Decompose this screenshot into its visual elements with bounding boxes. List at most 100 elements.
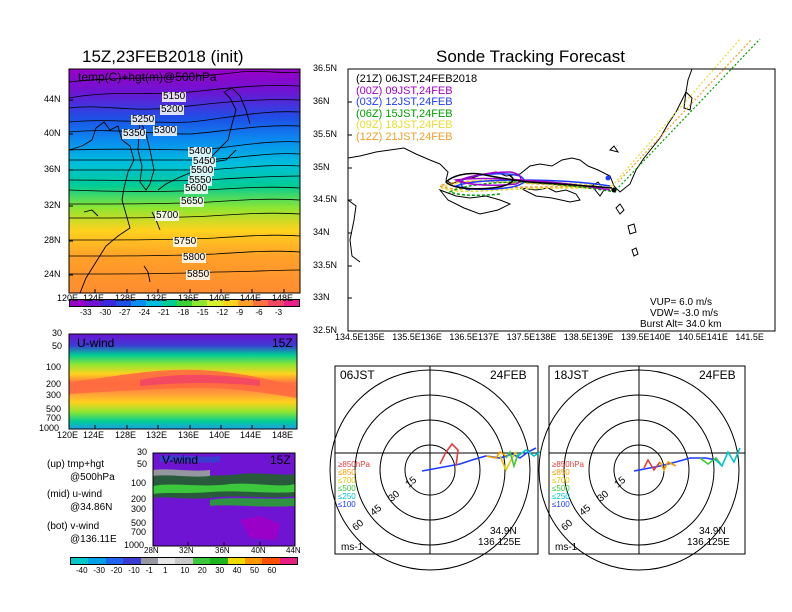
run-legend-item: (00Z) 09JST,24FEB: [356, 84, 453, 97]
contour-label: 5750: [173, 236, 198, 247]
note-value: @34.86N: [70, 502, 113, 513]
lat-tick-label: 36.5N: [313, 63, 338, 73]
hodo-lat: 34.9N: [699, 526, 726, 537]
note-key: (bot) v-wind: [47, 521, 100, 532]
run-legend-item: (12Z) 21JST,24FEB: [356, 130, 453, 143]
contour-label: 5550: [188, 175, 213, 186]
pressure-tick-label: 200: [46, 379, 62, 389]
temp-swatch: [176, 300, 193, 306]
colorbar-tick-label: -30: [93, 566, 105, 575]
temp-swatch: [222, 300, 238, 306]
uwind-time: 15Z: [272, 336, 293, 350]
track-panel: [347, 38, 776, 332]
hodo-lat: 34.9N: [490, 526, 517, 537]
lon-tick-label: 132E: [146, 430, 168, 440]
map500-ticks: [69, 99, 285, 293]
lat-tick-label: 35N: [313, 162, 330, 172]
pressure-tick-label: 30: [137, 447, 148, 457]
colorbar-tick-label: -18: [177, 308, 190, 317]
hodo-date: 24FEB: [490, 368, 527, 382]
hodo-level-label: ≤850: [552, 468, 570, 477]
hodo-unit: ms-1: [341, 542, 364, 553]
lon-tick-label: 144E: [240, 293, 262, 303]
colorbar-tick-label: -10: [128, 566, 140, 575]
temp-swatch: [131, 300, 147, 306]
contour-label: 5500: [190, 165, 215, 176]
note-value: @136.11E: [70, 534, 117, 545]
pressure-tick-label: 700: [131, 527, 147, 537]
temp-swatch: [100, 300, 116, 306]
contour-label: 5150: [162, 91, 187, 102]
lon-tick-label: 138.5E: [563, 332, 593, 342]
lon-tick-label: 136E: [178, 293, 200, 303]
lon-tick-label: 124E: [83, 293, 105, 303]
colorbar-tick-label: -30: [99, 308, 112, 317]
hodo-level-label: ≤250: [552, 492, 570, 501]
temp-swatch: [283, 300, 299, 306]
lon-tick-label: 139.5E: [621, 332, 650, 342]
colorbar-tick-label: -24: [138, 308, 151, 317]
vwind-swatch: [279, 558, 298, 564]
track-endpoint: [611, 187, 617, 193]
lon-tick-label: 128E: [115, 430, 137, 440]
hodo-level-label: ≤100: [338, 500, 356, 509]
lon-tick-label: 120E: [57, 430, 79, 440]
vwind-time: 15Z: [270, 453, 291, 467]
pressure-tick-label: 200: [131, 494, 147, 504]
vwind-swatch: [210, 558, 228, 564]
note-value: @500hPa: [70, 472, 115, 483]
uwind-label: U-wind: [77, 336, 115, 350]
vwind-swatch: [123, 558, 141, 564]
hodo-time: 18JST: [554, 368, 589, 382]
lon-tick-label: 140E: [209, 430, 231, 440]
contour-label: 5850: [186, 269, 211, 280]
lon-tick-label: 141E: [706, 332, 728, 342]
contour-label: 5650: [180, 196, 205, 207]
vwind-swatch: [140, 558, 158, 564]
hodograph-1: [329, 365, 541, 571]
coastlines-500: [68, 87, 251, 294]
hodo-lon: 136.125E: [478, 537, 521, 548]
vwind-swatch: [157, 558, 176, 564]
lat-tick-label: 32N: [44, 200, 61, 210]
run-legend-item: (09Z) 18JST,24FEB: [356, 119, 453, 131]
lon-tick-label: 140E: [649, 332, 671, 342]
temp-swatch: [70, 300, 86, 306]
temp-swatch: [146, 300, 162, 306]
lon-tick-label: 141.5E: [735, 332, 764, 342]
run-legend-item: (06Z) 15JST,24FEB: [356, 107, 453, 120]
uwind-panel: [68, 333, 298, 430]
colorbar-tick-label: 10: [180, 566, 190, 575]
vwind-swatch: [88, 558, 106, 564]
lon-tick-label: 148E: [272, 430, 294, 440]
lon-tick-label: 136.5E: [449, 332, 478, 342]
run-legend-item: (03Z) 12JST,24FEB: [356, 96, 453, 108]
lat-tick-label: 32.5N: [313, 325, 338, 335]
hodo-level-label: ≥850hPa: [552, 460, 584, 469]
lon-tick-label: 139E: [592, 332, 614, 342]
hodo-lon: 136.125E: [687, 537, 730, 548]
colorbar-tick-label: -15: [197, 308, 209, 317]
sonde-param: VUP= 6.0 m/s: [650, 297, 712, 308]
colorbar-tick-label: -20: [110, 566, 123, 575]
colorbar-tick-label: 60: [267, 566, 277, 575]
hodo-level-label: ≤700: [552, 476, 570, 485]
vwind-swatch: [71, 558, 89, 564]
lon-tick-label: 148E: [272, 293, 294, 303]
lon-tick-label: 137.5E: [506, 332, 536, 342]
colorbar-tick-label: 30: [215, 566, 225, 575]
hodo-date: 24FEB: [699, 368, 736, 382]
lon-tick-label: 137E: [478, 332, 500, 342]
lat-tick-label: 36N: [313, 96, 330, 106]
lat-tick-label: 44N: [44, 94, 61, 104]
colorbar-500: [69, 299, 300, 307]
map500-subtitle: temp(C)+hgt(m)@500hPa: [78, 70, 217, 84]
colorbar-vwind: [70, 557, 298, 565]
lat-tick-label: 34.5N: [313, 194, 338, 204]
colorbar-tick-label: 40: [232, 566, 242, 575]
hodo-level-label: ≤250: [338, 492, 356, 501]
lon-tick-label: 140E: [209, 293, 231, 303]
contour-label: 5450: [192, 156, 217, 167]
hodo-level-label: ≤700: [338, 476, 356, 485]
